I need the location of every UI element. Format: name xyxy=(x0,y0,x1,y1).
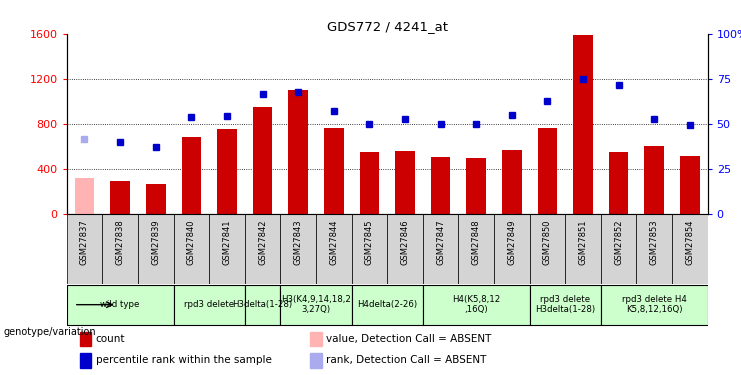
Bar xyxy=(351,285,423,326)
Bar xyxy=(79,353,91,368)
Bar xyxy=(67,214,102,284)
Bar xyxy=(310,332,322,346)
Text: GSM27847: GSM27847 xyxy=(436,219,445,265)
Text: H3(K4,9,14,18,2
3,27Q): H3(K4,9,14,18,2 3,27Q) xyxy=(281,295,351,314)
Bar xyxy=(217,129,236,214)
Bar xyxy=(530,214,565,284)
Bar xyxy=(173,214,209,284)
Text: H4(K5,8,12
,16Q): H4(K5,8,12 ,16Q) xyxy=(452,295,500,314)
Bar xyxy=(351,214,387,284)
Bar xyxy=(324,128,344,214)
Bar xyxy=(502,150,522,214)
Text: wild type: wild type xyxy=(101,300,140,309)
Text: percentile rank within the sample: percentile rank within the sample xyxy=(96,355,271,365)
Bar xyxy=(138,214,173,284)
Bar xyxy=(310,353,322,368)
Bar xyxy=(110,181,130,214)
Bar xyxy=(459,214,494,284)
Text: rpd3 delete: rpd3 delete xyxy=(184,300,234,309)
Bar xyxy=(423,285,530,326)
Text: GSM27854: GSM27854 xyxy=(685,219,694,265)
Text: GSM27851: GSM27851 xyxy=(579,219,588,265)
Bar xyxy=(79,332,91,346)
Bar xyxy=(182,137,201,214)
Bar xyxy=(645,146,664,214)
Bar xyxy=(601,285,708,326)
Bar xyxy=(209,214,245,284)
Text: GSM27843: GSM27843 xyxy=(293,219,302,265)
Text: rank, Detection Call = ABSENT: rank, Detection Call = ABSENT xyxy=(326,355,487,365)
Bar xyxy=(75,178,94,214)
Bar xyxy=(67,285,173,326)
Bar xyxy=(395,151,415,214)
Text: GSM27841: GSM27841 xyxy=(222,219,231,265)
Bar xyxy=(637,214,672,284)
Bar xyxy=(253,107,273,214)
Text: GSM27848: GSM27848 xyxy=(472,219,481,265)
Bar xyxy=(538,128,557,214)
Bar xyxy=(494,214,530,284)
Bar xyxy=(245,214,280,284)
Text: rpd3 delete
H3delta(1-28): rpd3 delete H3delta(1-28) xyxy=(535,295,595,314)
Bar xyxy=(423,214,459,284)
Bar xyxy=(466,158,486,214)
Text: GSM27845: GSM27845 xyxy=(365,219,374,265)
Text: GSM27852: GSM27852 xyxy=(614,219,623,265)
Text: value, Detection Call = ABSENT: value, Detection Call = ABSENT xyxy=(326,334,492,344)
Bar xyxy=(680,156,700,214)
Text: genotype/variation: genotype/variation xyxy=(4,327,96,337)
Bar xyxy=(280,285,351,326)
Bar xyxy=(359,152,379,214)
Bar xyxy=(565,214,601,284)
Text: GSM27838: GSM27838 xyxy=(116,219,124,265)
Text: GSM27837: GSM27837 xyxy=(80,219,89,265)
Text: GSM27840: GSM27840 xyxy=(187,219,196,265)
Bar xyxy=(530,285,601,326)
Text: H3delta(1-28): H3delta(1-28) xyxy=(233,300,293,309)
Text: GSM27839: GSM27839 xyxy=(151,219,160,265)
Text: GSM27846: GSM27846 xyxy=(400,219,410,265)
Bar xyxy=(245,285,280,326)
Bar xyxy=(280,214,316,284)
Bar xyxy=(574,35,593,214)
Bar xyxy=(288,90,308,214)
Bar xyxy=(387,214,423,284)
Bar xyxy=(102,214,138,284)
Bar xyxy=(672,214,708,284)
Text: rpd3 delete H4
K5,8,12,16Q): rpd3 delete H4 K5,8,12,16Q) xyxy=(622,295,687,314)
Text: H4delta(2-26): H4delta(2-26) xyxy=(357,300,417,309)
Text: GSM27844: GSM27844 xyxy=(329,219,338,265)
Text: GSM27849: GSM27849 xyxy=(508,219,516,265)
Bar xyxy=(431,157,451,214)
Bar xyxy=(316,214,351,284)
Text: GSM27842: GSM27842 xyxy=(258,219,267,265)
Bar xyxy=(601,214,637,284)
Bar xyxy=(609,152,628,214)
Text: GSM27850: GSM27850 xyxy=(543,219,552,265)
Bar xyxy=(173,285,245,326)
Bar xyxy=(146,184,165,214)
Text: GSM27853: GSM27853 xyxy=(650,219,659,265)
Title: GDS772 / 4241_at: GDS772 / 4241_at xyxy=(327,20,448,33)
Text: count: count xyxy=(96,334,125,344)
